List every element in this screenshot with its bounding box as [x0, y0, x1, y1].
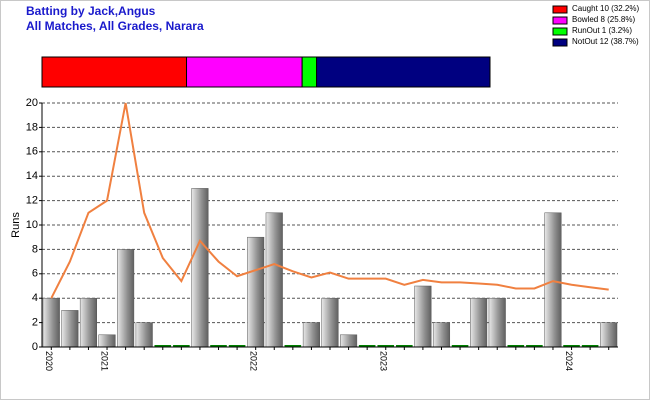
x-tick-label: 2024: [564, 351, 574, 371]
bar: [247, 236, 265, 348]
bar: [451, 345, 469, 347]
bar: [135, 322, 153, 348]
x-tick-label: 2023: [378, 351, 388, 371]
bar: [302, 322, 320, 348]
bar: [600, 322, 618, 348]
y-tick-label: 14: [26, 170, 38, 182]
line-series: [50, 102, 609, 299]
y-tick-label: 16: [26, 146, 38, 158]
bar: [210, 345, 227, 347]
dismissal-segment: [301, 56, 318, 88]
dismissal-segment: [316, 56, 491, 88]
bar: [377, 345, 395, 347]
x-tick-label: 2022: [248, 351, 258, 371]
bar: [414, 285, 432, 348]
bar: [581, 345, 599, 347]
legend-swatch: [552, 27, 568, 36]
legend-label: Bowled 8 (25.8%): [572, 15, 635, 24]
legend-swatch: [552, 38, 568, 47]
y-tick-label: 0: [32, 341, 38, 353]
bar: [563, 345, 580, 347]
bar: [79, 297, 97, 348]
y-tick-label: 4: [32, 292, 38, 304]
legend-label: NotOut 12 (38.7%): [572, 37, 639, 46]
bar: [488, 297, 506, 348]
legend-swatch: [552, 5, 568, 14]
bar: [42, 297, 60, 348]
dismissal-segment: [186, 56, 303, 88]
legend-label: Caught 10 (32.2%): [572, 4, 639, 13]
y-tick-label: 12: [26, 195, 38, 207]
bar: [321, 297, 339, 348]
bar: [117, 249, 135, 348]
y-tick-label: 6: [32, 268, 38, 280]
bar: [507, 345, 525, 347]
x-tick-label: 2021: [100, 351, 110, 371]
bar: [265, 212, 283, 348]
bar: [191, 188, 209, 348]
legend-label: RunOut 1 (3.2%): [572, 26, 632, 35]
bar: [544, 212, 562, 348]
bar: [284, 345, 302, 347]
x-tick-label: 2020: [44, 351, 54, 371]
dismissal-segment: [41, 56, 188, 88]
bar: [340, 334, 358, 348]
y-tick-label: 10: [26, 219, 38, 231]
bar: [173, 345, 190, 347]
bar: [396, 345, 413, 347]
y-tick-label: 2: [32, 317, 38, 329]
bar: [470, 297, 488, 348]
y-axis-label: Runs: [10, 212, 22, 238]
bar: [358, 345, 376, 347]
y-tick-label: 8: [32, 243, 38, 255]
y-tick-label: 20: [26, 97, 38, 109]
legend-swatch: [552, 16, 568, 25]
bar: [61, 310, 79, 348]
y-tick-label: 18: [26, 121, 38, 133]
bar: [228, 345, 246, 347]
bar: [432, 322, 451, 348]
bar: [154, 345, 172, 347]
bar: [98, 334, 116, 348]
chart-title: Batting by Jack,Angus: [26, 4, 156, 18]
chart-subtitle: All Matches, All Grades, Narara: [26, 19, 204, 33]
bar: [526, 345, 543, 347]
